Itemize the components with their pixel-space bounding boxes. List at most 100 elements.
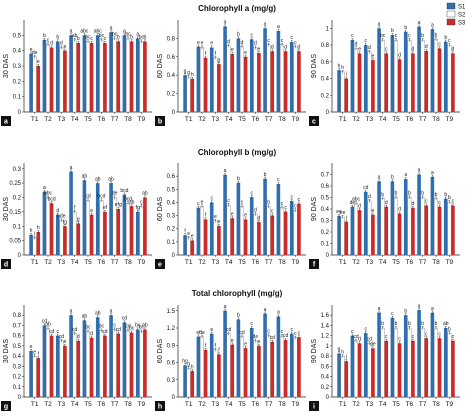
y-tick-label: 0.2 [167,227,176,233]
x-tick-label: T3 [212,259,220,266]
significance-label: d [298,44,301,50]
panel-label: f [313,262,316,269]
significance-label: b [267,200,270,206]
significance-label: e [258,339,261,345]
bar-h-t3-s1 [209,333,214,397]
significance-label: f [184,228,186,234]
bar-g-t9-s2 [139,331,144,398]
x-tick-label: T6 [406,259,414,266]
bar-f-t5-s1 [390,181,395,255]
bar-f-t3-s1 [363,191,368,255]
bar-i-t1-s3 [344,361,349,397]
significance-label: f [74,205,76,211]
significance-label: e [231,338,234,344]
significance-label: b [237,32,240,38]
bar-d-t1-s2 [32,237,37,256]
x-tick-label: T9 [446,259,454,266]
bar-i-t8-s2 [434,327,438,398]
significance-label: bc [139,325,145,331]
significance-label: c [90,36,93,42]
bar-g-t1-s3 [36,358,41,397]
bar-i-t7-s2 [420,327,425,398]
bar-a-t4-s3 [76,43,81,112]
y-tick-label: 0.4 [13,49,22,55]
bar-a-t3-s3 [63,50,67,112]
significance-label: a [123,28,126,34]
y-axis-label: 30 DAS [3,339,10,363]
significance-label: i [34,231,35,237]
bar-b-t7-s3 [270,51,275,112]
y-tick-label: 0.4 [167,200,176,206]
bar-a-t7-s2 [112,38,117,113]
bar-d-t3-s2 [59,220,64,256]
significance-label: a [431,306,434,312]
bar-f-t4-s3 [384,206,389,255]
x-tick-label: T5 [84,259,92,266]
significance-label: d [368,45,371,51]
x-tick-label: T5 [84,401,92,408]
panel-label: h [158,404,162,411]
bar-e-t4-s1 [223,174,227,255]
bar-i-t8-s3 [437,338,442,397]
panel-label-badge [309,401,319,411]
bar-d-t3-s3 [63,226,67,255]
x-tick-label: T5 [392,401,400,408]
x-tick-label: T2 [198,116,206,123]
significance-label: d [398,52,401,58]
panel-label: g [4,404,8,411]
significance-label: c [210,196,213,202]
bar-b-t4-s2 [226,45,231,113]
bar-d-t1-s1 [29,234,33,256]
bar-i-t3-s3 [371,348,375,397]
significance-label: c [298,197,301,203]
significance-label: c [425,199,428,205]
y-tick-label: 0.1 [13,95,22,101]
significance-label: h [37,225,40,231]
x-tick-label: T9 [446,401,454,408]
bar-a-t3-s1 [55,41,60,112]
x-tick-label: T1 [185,116,193,123]
significance-label: e [30,47,33,53]
significance-label: bcd [124,196,132,202]
significance-label: e [214,214,217,220]
x-tick-label: T8 [278,116,286,123]
bar-h-t5-s3 [243,348,248,398]
y-tick-label: 0 [18,253,22,259]
significance-label: a [431,22,434,28]
bar-f-t2-s1 [350,206,355,255]
x-tick-label: T8 [432,116,440,123]
legend-swatch-s2 [446,10,456,18]
bar-f-t1-s1 [337,215,341,255]
significance-label: a [431,170,434,176]
x-tick-label: T8 [432,401,440,408]
significance-label: a [264,307,267,313]
significance-label: d [284,44,287,50]
bar-e-t3-s1 [209,202,214,255]
significance-label: d [358,203,361,209]
significance-label: b [117,35,120,41]
y-tick-label: 0.5 [321,196,330,202]
x-tick-label: T6 [406,401,414,408]
significance-label: cd [226,327,232,333]
legend-swatch-s3 [446,18,456,26]
significance-label: e [244,213,247,219]
legend: S1 S2 S3 [446,2,466,27]
x-tick-label: T2 [198,401,206,408]
significance-label: e [218,219,221,225]
x-tick-label: T3 [212,116,220,123]
y-tick-label: 0.2 [13,79,22,85]
panel-label-badge [1,116,11,126]
bar-f-t3-s3 [371,214,375,255]
bar-i-t3-s1 [363,333,368,397]
x-tick-label: T9 [138,259,146,266]
bar-f-t2-s3 [357,210,362,255]
significance-label: c [298,330,301,336]
significance-label: h [341,65,344,71]
significance-label: b [43,33,46,39]
significance-label: a [418,168,421,174]
bar-b-t3-s3 [217,64,221,112]
bar-c-t1-s1 [337,70,341,112]
significance-label: h [341,349,344,355]
significance-label: a [70,308,73,314]
